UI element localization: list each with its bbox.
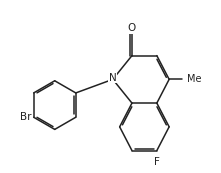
Text: Me: Me xyxy=(187,74,201,84)
Text: O: O xyxy=(128,23,136,33)
Text: Br: Br xyxy=(20,112,31,122)
Text: N: N xyxy=(109,73,117,83)
Text: F: F xyxy=(154,157,160,167)
